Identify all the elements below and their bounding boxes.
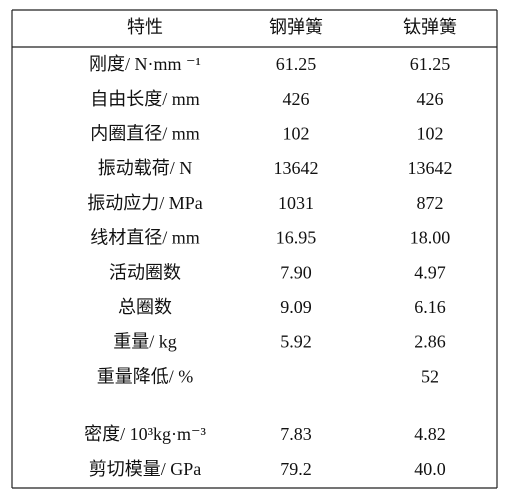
row-label: 重量降低/ % [97,366,194,386]
row-label: 振动应力/ MPa [87,193,203,213]
cell: 40.0 [414,459,446,479]
cell: 5.92 [280,332,312,352]
row-label: 内圈直径/ mm [90,124,200,144]
cell: 2.86 [414,332,446,352]
row-label: 重量/ kg [113,332,177,352]
cell: 18.00 [410,228,451,248]
cell: 52 [421,366,439,386]
row-label: 线材直径/ mm [90,228,200,248]
cell: 102 [283,124,310,144]
cell: 872 [417,193,444,213]
header-cell: 钛弹簧 [403,17,457,37]
row-label: 剪切模量/ GPa [89,459,202,479]
header-cell: 特性 [127,17,163,37]
cell: 4.82 [414,424,446,444]
row-label: 活动圈数 [109,262,181,282]
cell: 16.95 [276,228,317,248]
cell: 13642 [274,158,319,178]
cell: 61.25 [410,54,451,74]
cell: 13642 [408,158,453,178]
row-label: 刚度/ N·mm ⁻¹ [89,54,201,74]
cell: 79.2 [280,459,312,479]
cell: 426 [283,89,310,109]
row-label: 自由长度/ mm [90,89,200,109]
row-label: 振动载荷/ N [98,158,193,178]
cell: 9.09 [280,297,312,317]
cell: 61.25 [276,54,317,74]
cell: 6.16 [414,297,446,317]
cell: 1031 [278,193,314,213]
header-cell: 钢弹簧 [269,17,323,37]
cell: 4.97 [414,262,446,282]
cell: 102 [417,124,444,144]
cell: 7.83 [280,424,312,444]
cell: 7.90 [280,262,312,282]
row-label: 总圈数 [118,297,172,317]
cell: 426 [417,89,444,109]
row-label: 密度/ 10³kg·m⁻³ [84,424,206,444]
